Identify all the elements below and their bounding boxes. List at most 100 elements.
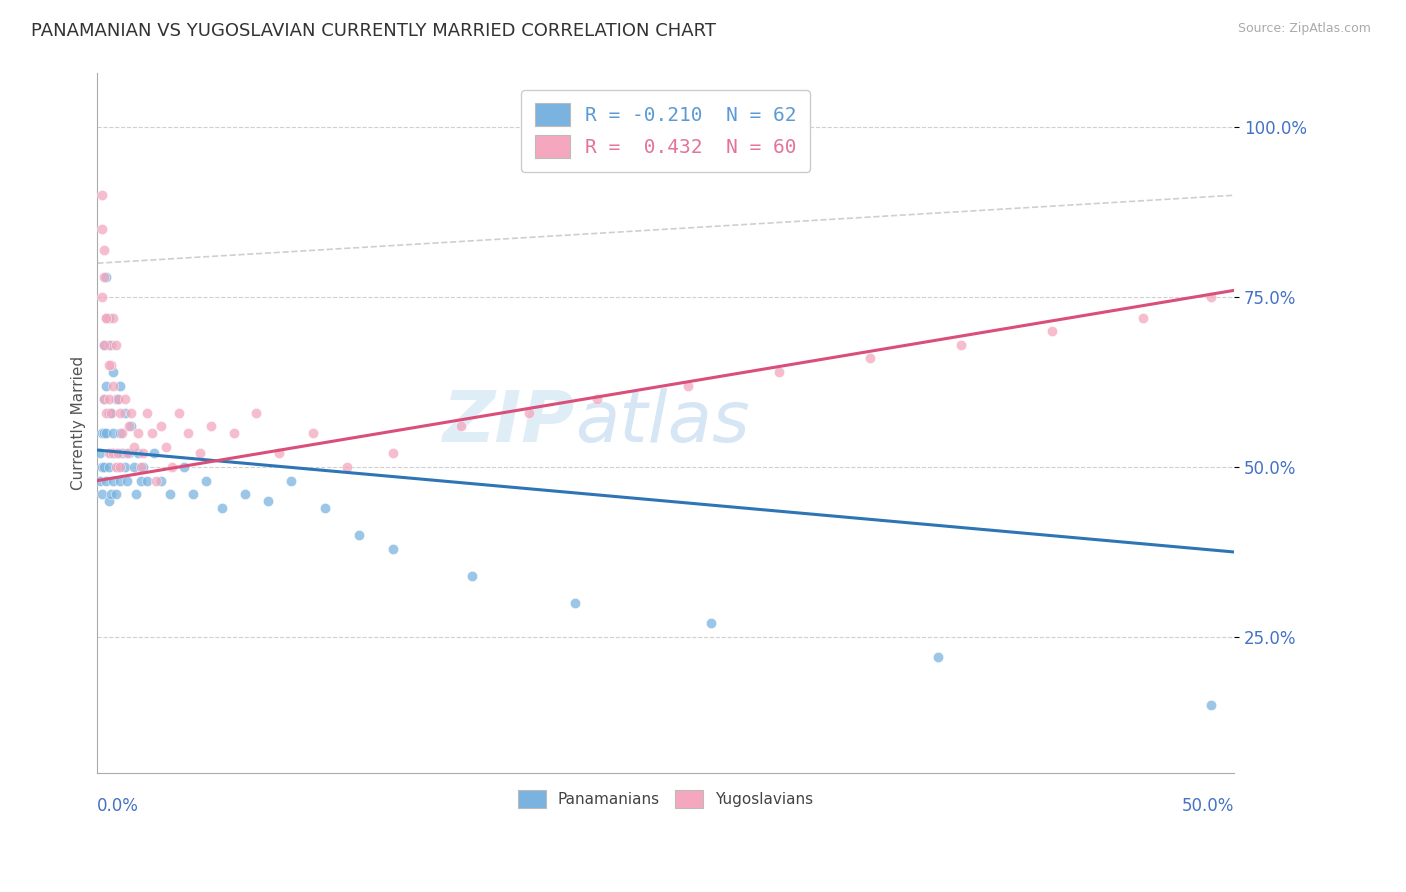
Point [104, 337, 127, 351]
Point [381, 541, 404, 556]
Point [90, 290, 112, 304]
Point [100, 406, 122, 420]
Point [336, 460, 359, 475]
Point [150, 419, 173, 434]
Point [100, 406, 122, 420]
Point [136, 474, 159, 488]
Point [114, 392, 136, 406]
Point [97, 310, 120, 325]
Text: 50.0%: 50.0% [1181, 797, 1234, 815]
Text: Source: ZipAtlas.com: Source: ZipAtlas.com [1237, 22, 1371, 36]
Point [114, 460, 136, 475]
Point [155, 440, 177, 454]
Point [122, 440, 145, 454]
Text: atlas: atlas [575, 388, 749, 458]
Point [104, 392, 127, 406]
Point [1132, 310, 1154, 325]
Point [177, 426, 200, 441]
Point [1199, 698, 1222, 712]
Point [103, 378, 125, 392]
Point [517, 406, 540, 420]
Point [93, 269, 115, 284]
Point [450, 419, 472, 434]
Point [127, 446, 149, 460]
Point [136, 406, 159, 420]
Point [162, 460, 184, 475]
Point [245, 406, 267, 420]
Point [141, 426, 163, 441]
Point [129, 474, 152, 488]
Point [107, 392, 129, 406]
Point [256, 494, 278, 508]
Y-axis label: Currently Married: Currently Married [72, 356, 86, 490]
Point [564, 596, 586, 610]
Point [97, 494, 120, 508]
Legend: Panamanians, Yugoslavians: Panamanians, Yugoslavians [512, 784, 820, 814]
Text: PANAMANIAN VS YUGOSLAVIAN CURRENTLY MARRIED CORRELATION CHART: PANAMANIAN VS YUGOSLAVIAN CURRENTLY MARR… [31, 22, 716, 40]
Point [108, 378, 131, 392]
Point [103, 310, 125, 325]
Point [145, 474, 167, 488]
Point [347, 528, 370, 542]
Point [132, 460, 155, 475]
Point [143, 446, 166, 460]
Point [96, 474, 118, 488]
Point [115, 474, 138, 488]
Point [103, 474, 125, 488]
Point [586, 392, 609, 406]
Text: 0.0%: 0.0% [97, 797, 139, 815]
Point [700, 616, 723, 631]
Point [93, 426, 115, 441]
Point [100, 487, 122, 501]
Point [233, 487, 256, 501]
Point [96, 269, 118, 284]
Point [122, 460, 145, 475]
Point [120, 406, 142, 420]
Point [927, 650, 949, 665]
Point [103, 365, 125, 379]
Point [104, 446, 127, 460]
Point [96, 310, 118, 325]
Point [90, 188, 112, 202]
Point [97, 460, 120, 475]
Point [132, 446, 155, 460]
Point [89, 474, 111, 488]
Point [103, 426, 125, 441]
Point [107, 446, 129, 460]
Point [127, 426, 149, 441]
Point [97, 406, 120, 420]
Point [97, 392, 120, 406]
Point [96, 378, 118, 392]
Point [90, 487, 112, 501]
Point [302, 426, 325, 441]
Point [97, 337, 120, 351]
Point [111, 446, 134, 460]
Point [195, 474, 218, 488]
Point [104, 487, 127, 501]
Point [222, 426, 245, 441]
Point [96, 310, 118, 325]
Point [461, 568, 484, 582]
Point [93, 337, 115, 351]
Point [150, 474, 173, 488]
Point [96, 406, 118, 420]
Text: ZIP: ZIP [443, 388, 575, 458]
Point [97, 446, 120, 460]
Point [118, 446, 141, 460]
Point [280, 474, 302, 488]
Point [1040, 324, 1063, 338]
Point [96, 426, 118, 441]
Point [129, 460, 152, 475]
Point [93, 392, 115, 406]
Point [108, 460, 131, 475]
Point [188, 446, 211, 460]
Point [167, 406, 190, 420]
Point [111, 426, 134, 441]
Point [108, 406, 131, 420]
Point [107, 460, 129, 475]
Point [173, 460, 195, 475]
Point [90, 426, 112, 441]
Point [97, 358, 120, 372]
Point [90, 460, 112, 475]
Point [859, 351, 882, 366]
